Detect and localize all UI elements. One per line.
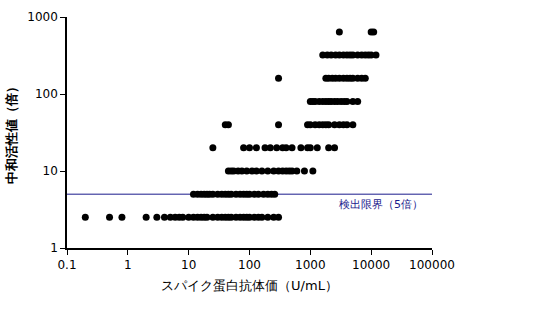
svg-text:1000: 1000 xyxy=(27,10,58,24)
svg-text:0.1: 0.1 xyxy=(57,258,76,272)
svg-text:1: 1 xyxy=(50,241,58,255)
svg-text:中和活性値（倍）: 中和活性値（倍） xyxy=(4,80,19,184)
svg-text:10: 10 xyxy=(181,258,196,272)
svg-text:1: 1 xyxy=(124,258,132,272)
svg-text:100: 100 xyxy=(35,87,58,101)
svg-text:1000: 1000 xyxy=(295,258,326,272)
svg-text:検出限界（5倍）: 検出限界（5倍） xyxy=(339,198,423,211)
svg-text:スパイク蛋白抗体価（U/mL）: スパイク蛋白抗体価（U/mL） xyxy=(161,278,338,293)
svg-text:10: 10 xyxy=(43,164,58,178)
svg-text:10000: 10000 xyxy=(352,258,390,272)
svg-text:100000: 100000 xyxy=(409,258,455,272)
svg-text:100: 100 xyxy=(238,258,261,272)
